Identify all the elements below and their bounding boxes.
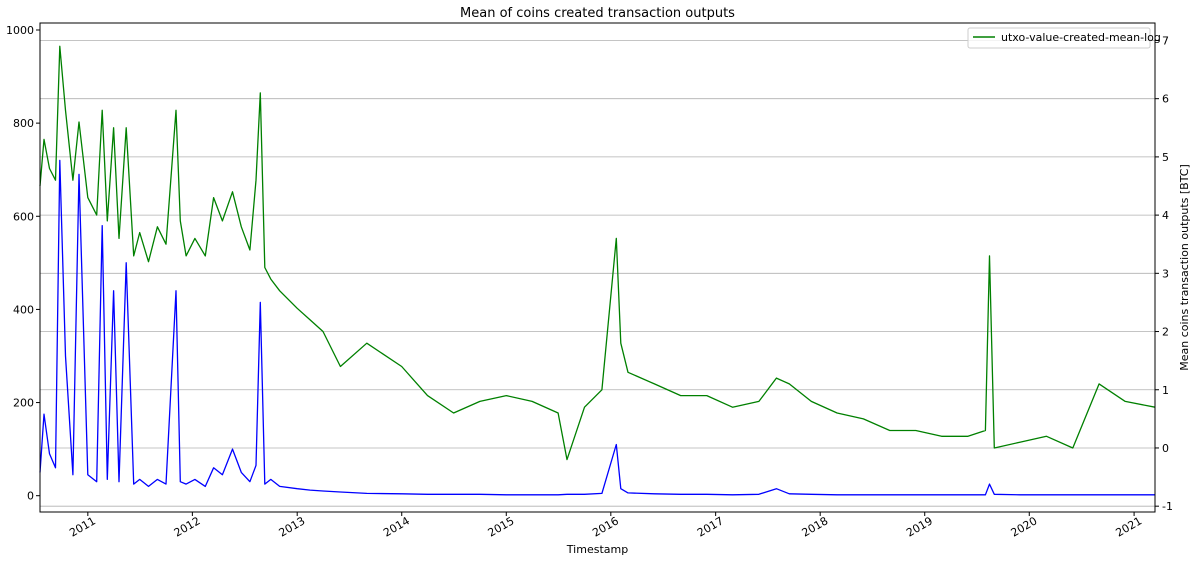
series-line-blue (39, 159, 1155, 496)
legend-label: utxo-value-created-mean-log (1001, 31, 1161, 44)
legend-box (967, 27, 1151, 49)
y-right-tick-label: -1 (1162, 500, 1173, 513)
chart-title: Mean of coins created transaction output… (460, 6, 735, 21)
legend: utxo-value-created-mean-log (967, 27, 1161, 49)
y-left-tick-label: 0 (27, 490, 34, 503)
y-right-tick-label: 6 (1162, 93, 1169, 106)
y-left-tick-label: 600 (13, 210, 34, 223)
y-left-tick-label: 800 (13, 117, 34, 130)
y-right-tick-label: 0 (1162, 442, 1169, 455)
plot-frame (39, 22, 1156, 513)
y-right-tick-label: 5 (1162, 151, 1169, 164)
y-left-tick-label: 200 (13, 397, 34, 410)
x-axis-label: Timestamp (566, 543, 628, 556)
y-right-tick-label: 2 (1162, 326, 1169, 339)
series-line-green (39, 45, 1156, 461)
y-right-axis-label: Mean coins transaction outputs [BTC] (1178, 164, 1191, 371)
y-right-tick-label: 3 (1162, 267, 1169, 280)
y-right-tick-label: 4 (1162, 209, 1169, 222)
y-left-tick-label: 400 (13, 303, 34, 316)
grid (40, 40, 1155, 507)
series-layer (39, 45, 1156, 496)
y-right-tick-label: 1 (1162, 384, 1169, 397)
y-right-tick-label: 7 (1162, 34, 1169, 47)
y-left-tick-label: 1000 (6, 24, 34, 37)
